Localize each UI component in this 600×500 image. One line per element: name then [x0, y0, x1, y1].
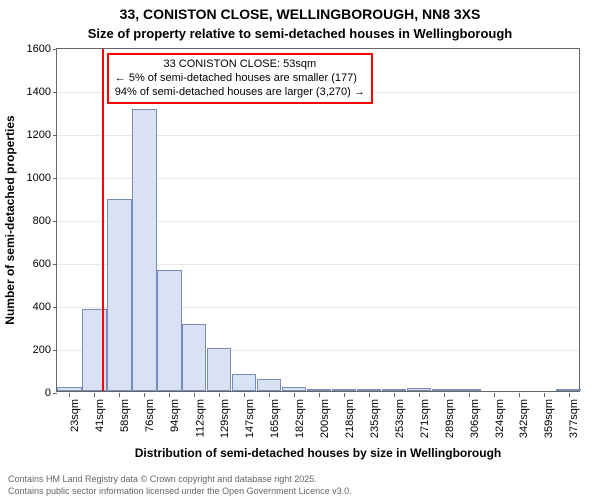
histogram-bar — [432, 389, 456, 391]
xtick-mark — [294, 393, 295, 397]
xtick-mark — [519, 393, 520, 397]
xtick-mark — [419, 393, 420, 397]
xtick-mark — [444, 393, 445, 397]
xtick-label: 41sqm — [94, 399, 106, 432]
xtick-label: 94sqm — [169, 399, 181, 432]
chart-subtitle: Size of property relative to semi-detach… — [0, 26, 600, 41]
histogram-bar — [407, 388, 431, 391]
histogram-bar — [382, 389, 406, 391]
xtick-mark — [269, 393, 270, 397]
ytick-label: 400 — [33, 301, 51, 313]
xtick-label: 165sqm — [269, 399, 281, 438]
ytick-label: 0 — [45, 387, 51, 399]
xtick-mark — [494, 393, 495, 397]
xtick-mark — [369, 393, 370, 397]
reference-line — [102, 49, 104, 391]
histogram-bar — [107, 199, 131, 391]
xtick-label: 147sqm — [244, 399, 256, 438]
ytick-mark — [53, 178, 57, 179]
histogram-bar — [357, 389, 381, 391]
plot-area: 0200400600800100012001400160023sqm41sqm5… — [56, 48, 580, 392]
xtick-label: 76sqm — [144, 399, 156, 432]
ytick-label: 1600 — [27, 43, 51, 55]
xtick-label: 112sqm — [194, 399, 206, 437]
histogram-bar — [232, 374, 256, 391]
ytick-label: 1000 — [27, 172, 51, 184]
histogram-bar — [182, 324, 206, 391]
xtick-label: 306sqm — [469, 399, 481, 438]
xtick-mark — [469, 393, 470, 397]
histogram-bar — [556, 389, 580, 391]
y-axis-label: Number of semi-detached properties — [3, 115, 17, 324]
histogram-bar — [257, 379, 281, 391]
ytick-mark — [53, 307, 57, 308]
x-axis-label: Distribution of semi-detached houses by … — [56, 446, 580, 460]
chart-title: 33, CONISTON CLOSE, WELLINGBOROUGH, NN8 … — [0, 6, 600, 22]
histogram-bar — [207, 348, 231, 391]
xtick-label: 23sqm — [69, 399, 81, 432]
annotation-box: 33 CONISTON CLOSE: 53sqm← 5% of semi-det… — [107, 53, 373, 104]
xtick-label: 218sqm — [344, 399, 356, 438]
histogram-bar — [456, 389, 480, 391]
xtick-mark — [169, 393, 170, 397]
ytick-mark — [53, 92, 57, 93]
xtick-label: 359sqm — [544, 399, 556, 438]
xtick-label: 200sqm — [319, 399, 331, 438]
annotation-line: 94% of semi-detached houses are larger (… — [115, 86, 365, 100]
xtick-mark — [119, 393, 120, 397]
xtick-label: 342sqm — [519, 399, 531, 438]
ytick-mark — [53, 350, 57, 351]
xtick-mark — [69, 393, 70, 397]
xtick-label: 289sqm — [444, 399, 456, 438]
annotation-line: ← 5% of semi-detached houses are smaller… — [115, 72, 365, 86]
chart-container: 33, CONISTON CLOSE, WELLINGBOROUGH, NN8 … — [0, 0, 600, 500]
footer-licence: Contains public sector information licen… — [8, 486, 352, 496]
histogram-bar — [57, 387, 81, 391]
histogram-bar — [132, 109, 156, 391]
xtick-mark — [344, 393, 345, 397]
xtick-label: 324sqm — [494, 399, 506, 438]
ytick-mark — [53, 49, 57, 50]
xtick-mark — [394, 393, 395, 397]
xtick-label: 253sqm — [394, 399, 406, 438]
ytick-label: 200 — [33, 344, 51, 356]
xtick-label: 235sqm — [369, 399, 381, 438]
ytick-label: 1200 — [27, 129, 51, 141]
annotation-line: 33 CONISTON CLOSE: 53sqm — [115, 58, 365, 72]
xtick-mark — [244, 393, 245, 397]
footer-copyright: Contains HM Land Registry data © Crown c… — [8, 474, 317, 484]
xtick-mark — [544, 393, 545, 397]
histogram-bar — [307, 389, 331, 391]
xtick-label: 271sqm — [419, 399, 431, 438]
ytick-mark — [53, 221, 57, 222]
histogram-bar — [282, 387, 306, 391]
xtick-mark — [144, 393, 145, 397]
xtick-mark — [94, 393, 95, 397]
xtick-label: 58sqm — [119, 399, 131, 432]
ytick-label: 600 — [33, 258, 51, 270]
xtick-mark — [219, 393, 220, 397]
xtick-label: 129sqm — [219, 399, 231, 438]
ytick-mark — [53, 393, 57, 394]
ytick-label: 800 — [33, 215, 51, 227]
xtick-label: 182sqm — [294, 399, 306, 438]
xtick-mark — [194, 393, 195, 397]
ytick-mark — [53, 135, 57, 136]
xtick-label: 377sqm — [569, 399, 581, 438]
xtick-mark — [569, 393, 570, 397]
xtick-mark — [319, 393, 320, 397]
histogram-bar — [157, 270, 181, 391]
ytick-mark — [53, 264, 57, 265]
ytick-label: 1400 — [27, 86, 51, 98]
histogram-bar — [332, 389, 356, 391]
